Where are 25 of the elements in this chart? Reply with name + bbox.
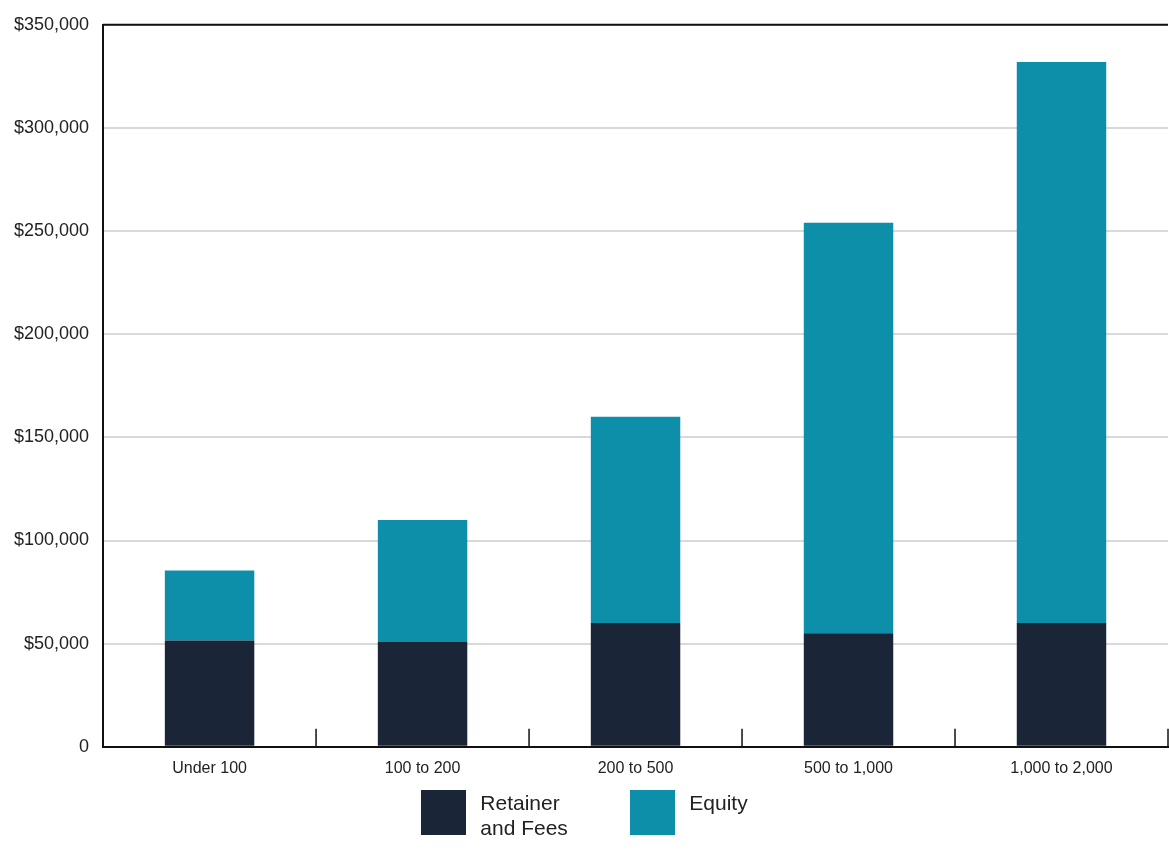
- legend-label: Retainer and Fees: [480, 790, 569, 840]
- y-tick-label: $250,000: [14, 220, 90, 241]
- y-tick-label: $350,000: [14, 13, 90, 34]
- y-tick-label: $100,000: [14, 529, 90, 550]
- bar: [803, 633, 894, 746]
- x-tick-label: 200 to 500: [597, 758, 674, 776]
- legend-label: Equity: [689, 790, 748, 815]
- y-tick-label: $200,000: [14, 323, 90, 344]
- bar: [164, 570, 255, 641]
- bar: [1016, 623, 1107, 746]
- bar: [590, 623, 681, 746]
- bar: [377, 641, 468, 746]
- x-tick-label: Under 100: [172, 758, 248, 776]
- y-tick-label: $300,000: [14, 116, 90, 137]
- x-tick-label: 100 to 200: [384, 758, 461, 776]
- bar: [590, 416, 681, 624]
- bar: [1016, 61, 1107, 624]
- x-tick-label: 500 to 1,000: [804, 758, 894, 776]
- y-tick-label: $150,000: [14, 426, 90, 447]
- bar: [377, 519, 468, 642]
- bar: [164, 640, 255, 746]
- y-tick-label: 0: [79, 735, 90, 756]
- bar: [803, 222, 894, 634]
- y-tick-label: $50,000: [24, 632, 90, 653]
- x-tick-label: 1,000 to 2,000: [1010, 758, 1113, 776]
